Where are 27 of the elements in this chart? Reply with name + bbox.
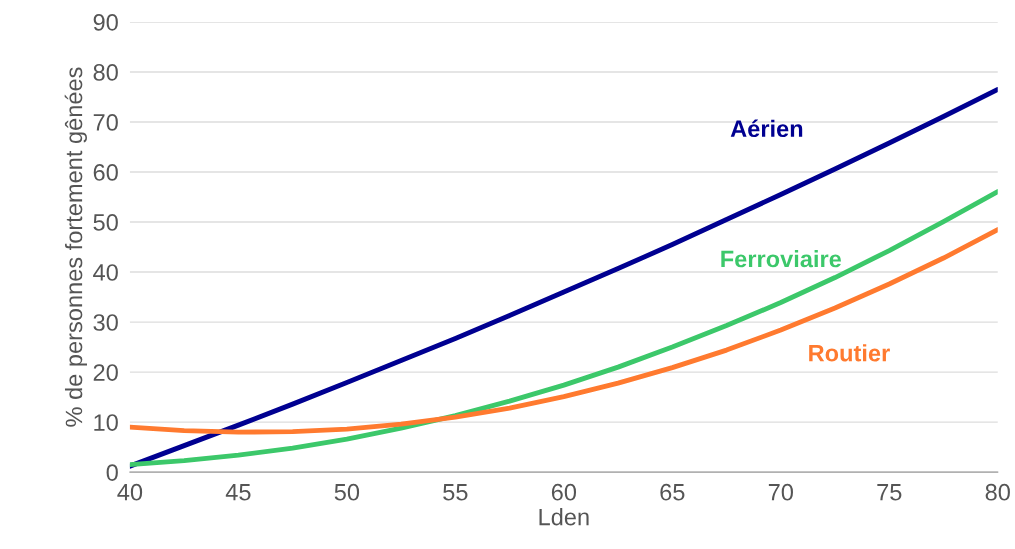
x-tick-label: 60	[551, 483, 577, 501]
y-tick-label: 0	[106, 464, 118, 481]
series-label: Routier	[809, 344, 890, 362]
x-tick-label: 70	[768, 483, 793, 501]
y-tick-label: 70	[93, 114, 118, 131]
x-tick-label: 40	[117, 483, 143, 501]
x-tick-label: 55	[443, 484, 468, 501]
y-tick-label: 10	[94, 414, 118, 431]
x-tick-label: 50	[334, 483, 360, 501]
y-tick-label: 50	[93, 214, 118, 231]
x-tick-label: 80	[985, 483, 1010, 501]
x-axis-title: Lden	[539, 508, 589, 526]
line-series	[129, 87, 998, 469]
x-tick-label: 65	[660, 483, 685, 501]
y-tick-label: 80	[93, 64, 118, 81]
line-series	[129, 189, 998, 468]
y-axis-title: % de personnes fortement gênées	[64, 67, 87, 427]
series-label: Ferroviaire	[721, 250, 842, 268]
line-series	[129, 227, 998, 435]
y-tick-label: 40	[93, 264, 118, 281]
x-tick-label: 75	[877, 484, 902, 501]
x-tick-label: 45	[225, 484, 251, 501]
y-tick-label: 20	[93, 364, 118, 381]
y-tick-label: 30	[93, 314, 118, 331]
y-tick-label: 60	[93, 164, 118, 181]
y-tick-label: 90	[93, 14, 118, 31]
series-label: Aérien	[730, 119, 803, 138]
